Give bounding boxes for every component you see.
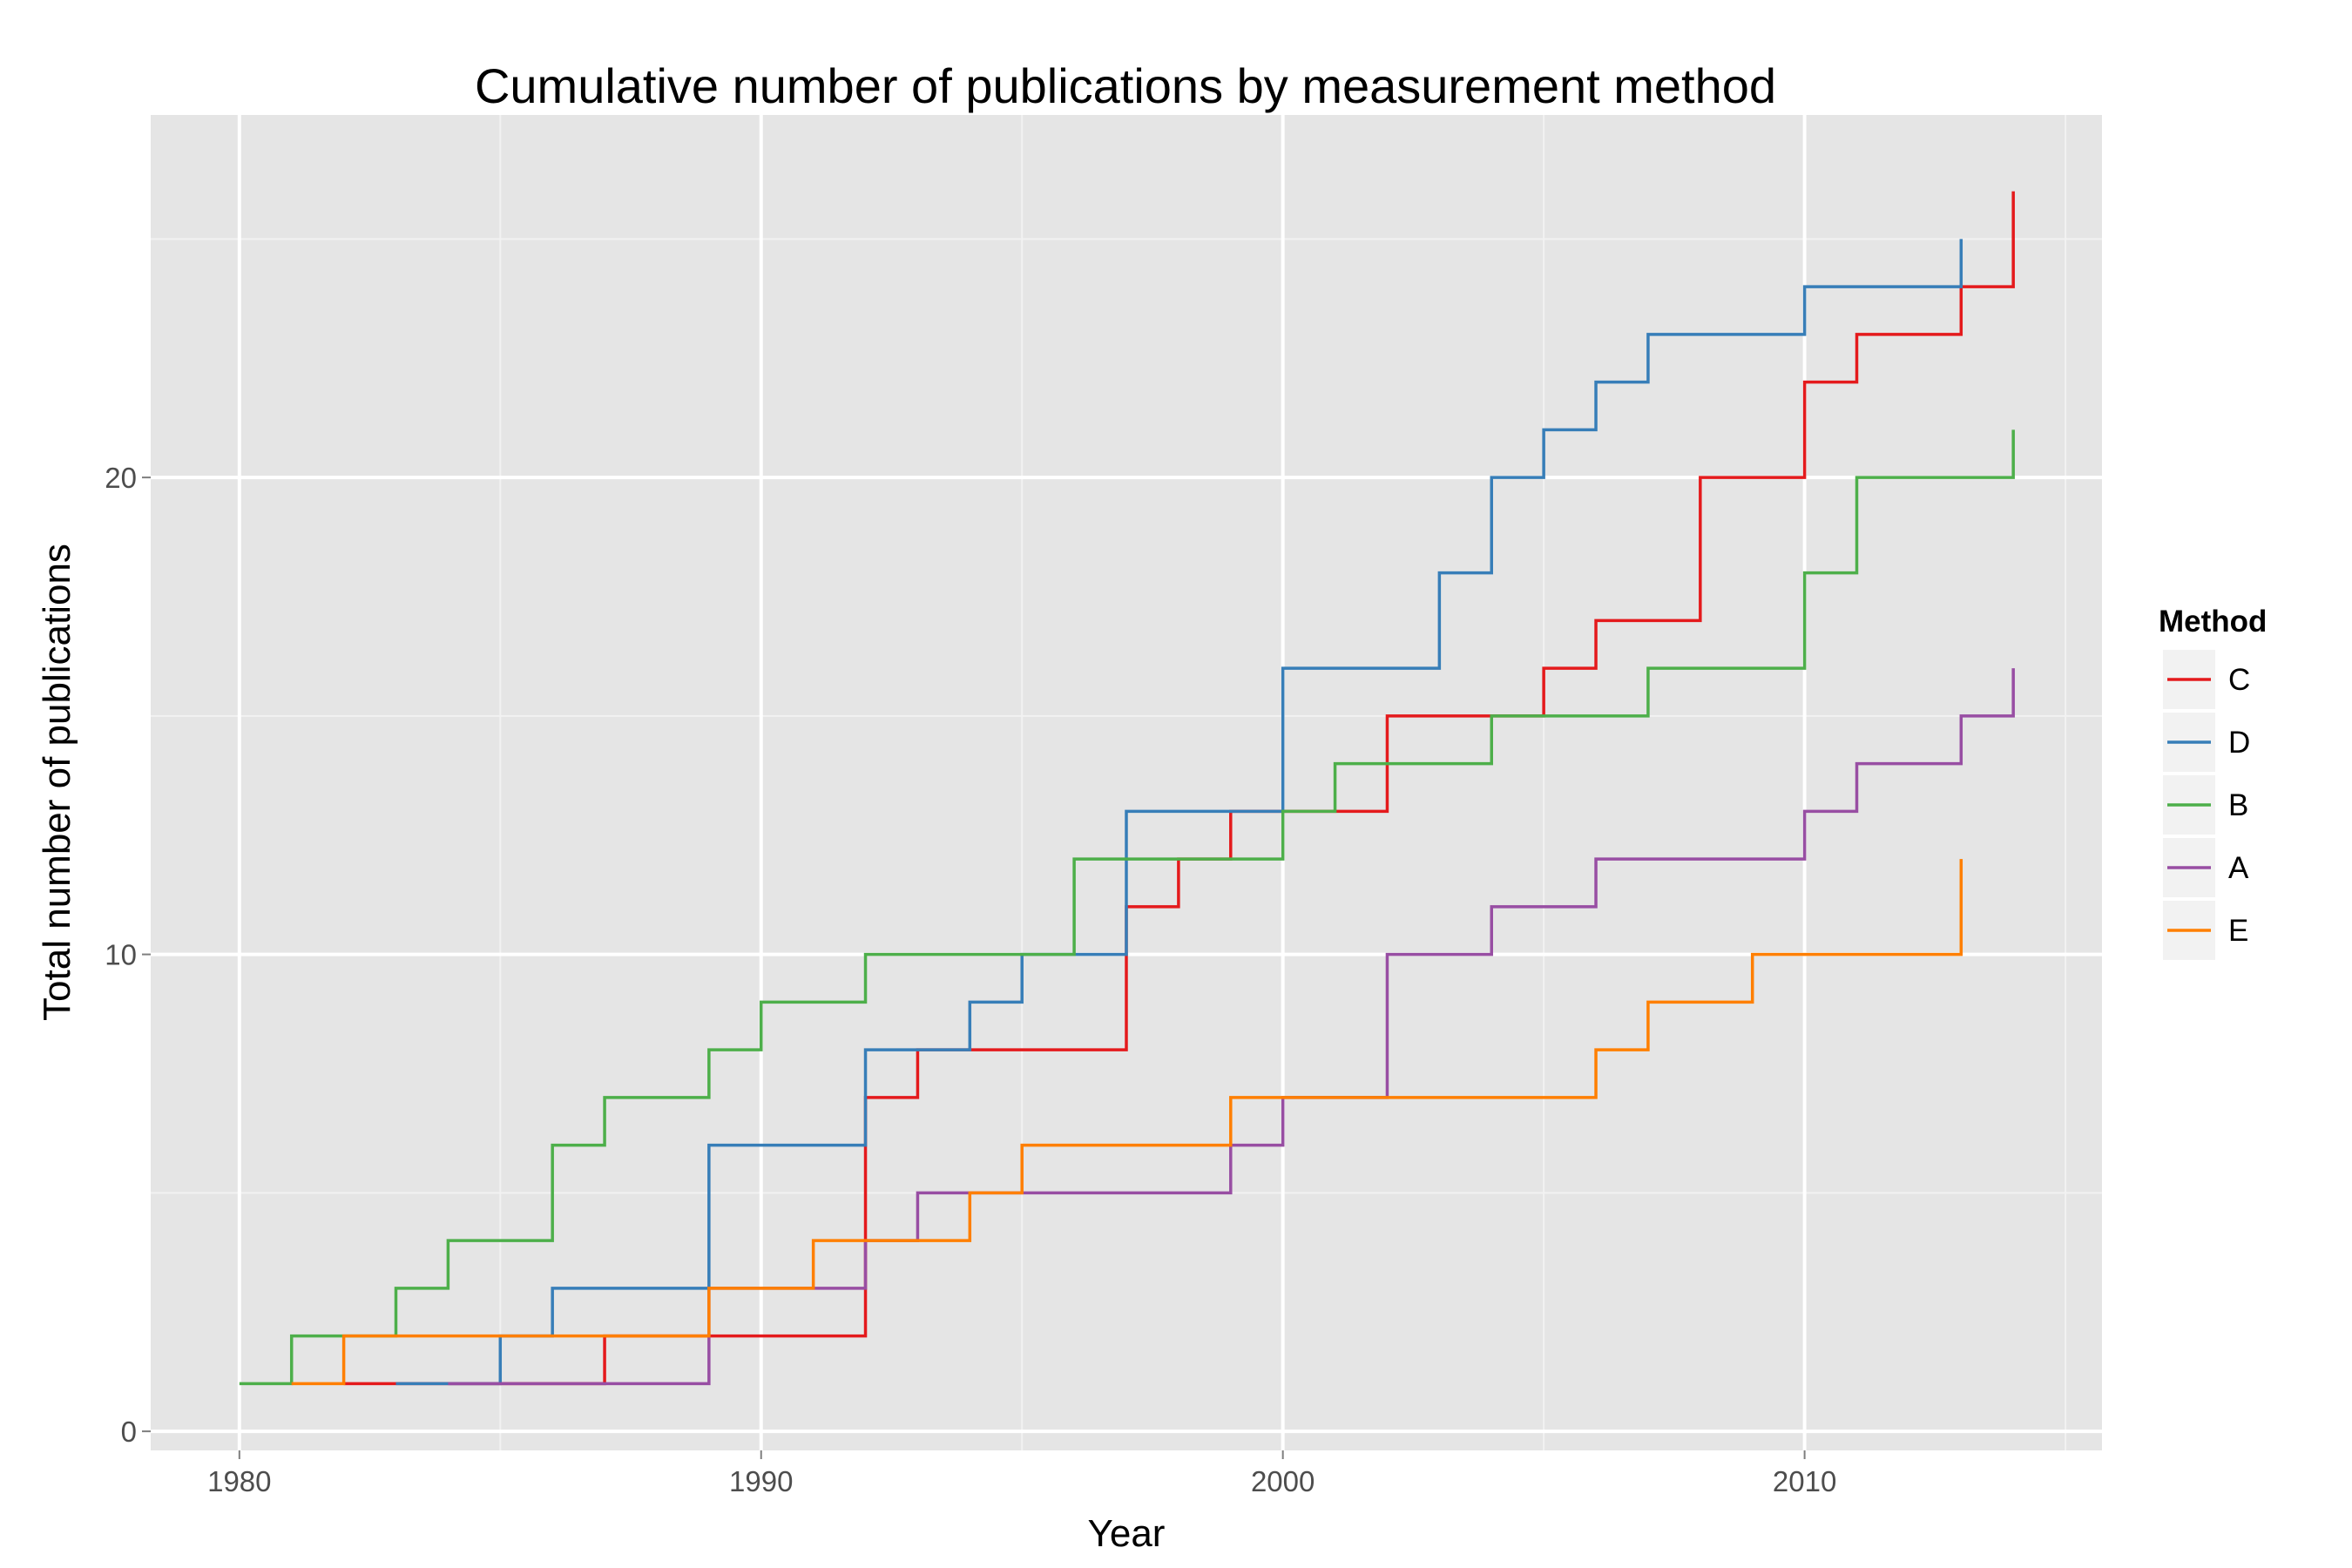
- x-tick-label: 1980: [207, 1465, 271, 1497]
- legend-title: Method: [2159, 605, 2267, 639]
- y-tick-label: 10: [105, 939, 137, 971]
- legend-label-C: C: [2228, 663, 2250, 697]
- chart-title: Cumulative number of publications by mea…: [475, 58, 1776, 113]
- y-tick-label: 0: [121, 1416, 137, 1448]
- series-line-B: [239, 429, 2015, 1386]
- x-tick-label: 1990: [729, 1465, 793, 1497]
- x-tick-label: 2010: [1773, 1465, 1836, 1497]
- series-lines: [239, 191, 2015, 1386]
- legend-label-D: D: [2228, 726, 2250, 760]
- x-axis: 1980 1990 2000 2010: [207, 1450, 1836, 1497]
- y-axis: 0 10 20: [105, 462, 151, 1448]
- series-line-D: [395, 239, 1963, 1386]
- x-axis-title: Year: [1088, 1512, 1166, 1555]
- y-axis-title: Total number of publications: [36, 544, 78, 1021]
- legend-label-B: B: [2228, 788, 2248, 822]
- x-tick-label: 2000: [1251, 1465, 1315, 1497]
- plot-panel: [151, 115, 2102, 1450]
- legend-label-E: E: [2228, 914, 2248, 948]
- series-line-E: [291, 859, 1963, 1386]
- legend-label-A: A: [2228, 851, 2249, 885]
- y-tick-label: 20: [105, 462, 137, 494]
